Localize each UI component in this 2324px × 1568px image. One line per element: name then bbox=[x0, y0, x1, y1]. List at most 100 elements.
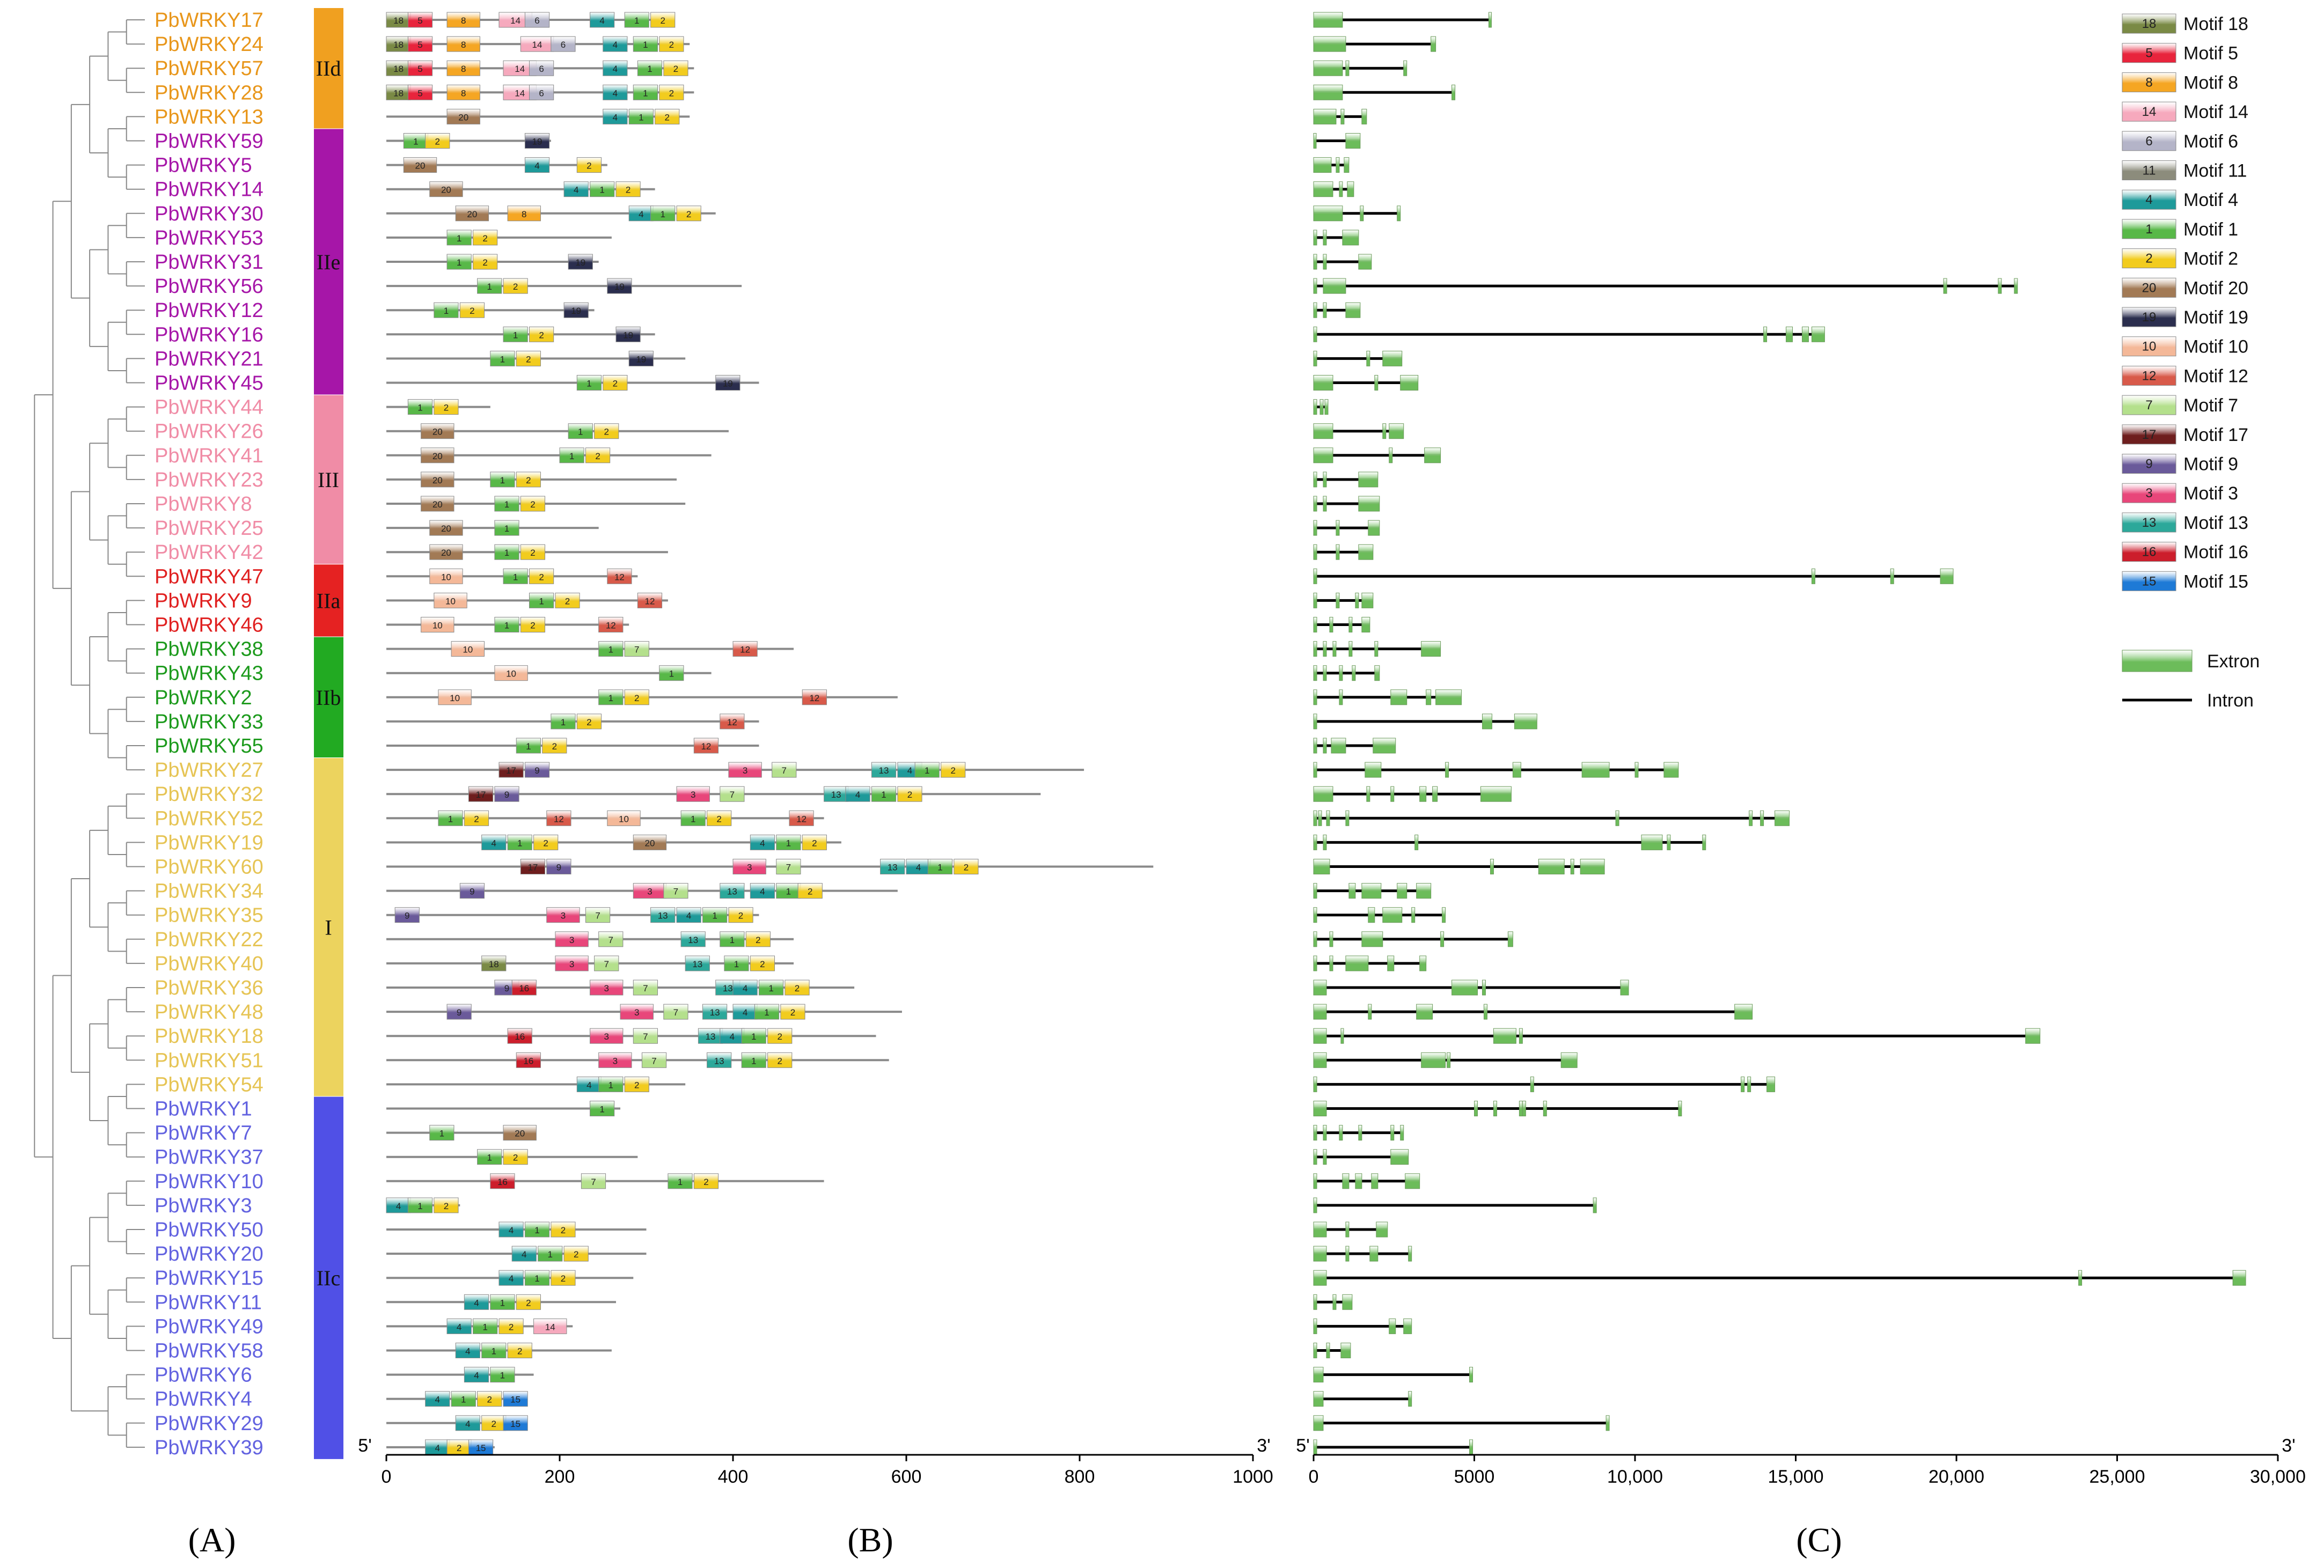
motif-box: 2 bbox=[576, 157, 602, 173]
gene-label: PbWRKY3 bbox=[155, 1195, 252, 1217]
motif-rect bbox=[446, 1318, 472, 1334]
motif-number: 2 bbox=[530, 499, 535, 510]
motif-box: 3 bbox=[598, 1052, 632, 1068]
motif-rect bbox=[590, 1028, 624, 1044]
exon-box bbox=[1482, 713, 1492, 730]
motif-number: 1 bbox=[413, 137, 418, 147]
motif-box: 1 bbox=[481, 1343, 507, 1358]
exon-box bbox=[1331, 738, 1346, 754]
exon-box bbox=[1749, 810, 1753, 826]
exon-box bbox=[1786, 326, 1793, 342]
motif-box: 3 bbox=[728, 762, 762, 778]
gene-label: PbWRKY17 bbox=[155, 9, 263, 32]
motif-rect bbox=[459, 883, 485, 899]
motif-box: 20 bbox=[421, 496, 454, 512]
motif-rect bbox=[429, 520, 463, 536]
motif-rect bbox=[555, 931, 589, 947]
motif-rect bbox=[494, 496, 519, 512]
motif-box: 1 bbox=[598, 1076, 624, 1092]
motif-number: 1 bbox=[599, 1105, 604, 1115]
gene-label: PbWRKY24 bbox=[155, 33, 263, 56]
motif-number: 7 bbox=[730, 790, 735, 800]
exon-box bbox=[1570, 859, 1574, 874]
motif-number: 4 bbox=[760, 838, 765, 848]
motif-number: 1 bbox=[417, 403, 422, 413]
exon-box bbox=[1313, 520, 1317, 536]
motif-rect bbox=[693, 1173, 719, 1189]
legend-swatch bbox=[2122, 131, 2176, 151]
exon-box bbox=[1390, 689, 1407, 705]
exon-box bbox=[1361, 108, 1367, 124]
exon-box bbox=[1313, 230, 1317, 246]
gene-label: PbWRKY35 bbox=[155, 904, 263, 927]
motif-box: 2 bbox=[767, 1052, 793, 1068]
legend-item: 15 Motif 15 bbox=[2122, 571, 2248, 592]
group-bar bbox=[314, 395, 343, 564]
exon-box bbox=[1313, 1173, 1317, 1189]
motif-rect bbox=[429, 181, 463, 197]
exon-box bbox=[1519, 1028, 1523, 1044]
gene-label: PbWRKY20 bbox=[155, 1243, 263, 1265]
exon-box bbox=[1358, 472, 1379, 488]
motif-rect bbox=[429, 568, 463, 584]
motif-rect bbox=[481, 1415, 507, 1431]
exon-box bbox=[1358, 254, 1372, 270]
motif-number: 1 bbox=[643, 40, 648, 50]
motif-rect bbox=[871, 786, 897, 802]
motif-box: 10 bbox=[451, 641, 485, 657]
motif-number: 1 bbox=[487, 1153, 492, 1163]
exon-box bbox=[1741, 1076, 1745, 1092]
motif-number: 2 bbox=[561, 1225, 566, 1235]
motif-box: 1 bbox=[403, 133, 429, 149]
legend-swatch-number: 8 bbox=[2145, 75, 2152, 90]
legend-swatch bbox=[2122, 72, 2176, 92]
motif-rect bbox=[464, 1294, 489, 1310]
motif-box: 2 bbox=[941, 762, 966, 778]
motif-number: 12 bbox=[727, 717, 737, 727]
motif-box: 7 bbox=[585, 907, 611, 923]
motif-number: 1 bbox=[517, 838, 522, 848]
motif-rect bbox=[633, 980, 658, 996]
exon-box bbox=[1451, 980, 1478, 996]
motif-rect bbox=[633, 834, 667, 850]
motif-rect bbox=[524, 157, 550, 173]
gene-label: PbWRKY47 bbox=[155, 565, 263, 588]
exon-box bbox=[1329, 955, 1333, 971]
motif-box: 2 bbox=[551, 1270, 576, 1286]
motif-rect bbox=[542, 738, 567, 754]
motif-rect bbox=[707, 1052, 732, 1068]
legend-label: Motif 18 bbox=[2183, 14, 2248, 34]
motif-box: 19 bbox=[628, 350, 654, 366]
motif-rect bbox=[797, 883, 823, 899]
motif-box: 20 bbox=[403, 157, 437, 173]
motif-rect bbox=[845, 786, 870, 802]
motif-rect bbox=[906, 859, 931, 874]
motif-box: 13 bbox=[880, 859, 905, 874]
exon-box bbox=[1411, 907, 1416, 923]
exon-box bbox=[1474, 1101, 1478, 1116]
exon-box bbox=[1313, 302, 1317, 318]
motif-rect bbox=[516, 472, 541, 488]
motif-number: 1 bbox=[609, 1080, 613, 1090]
motif-number: 2 bbox=[539, 572, 544, 582]
exon-box bbox=[1345, 133, 1361, 149]
motif-box: 4 bbox=[524, 157, 550, 173]
motif-rect bbox=[425, 133, 450, 149]
exon-box bbox=[1369, 1246, 1379, 1262]
motif-number: 1 bbox=[513, 572, 518, 582]
motif-number: 1 bbox=[678, 1177, 683, 1187]
legend-swatch bbox=[2122, 395, 2176, 415]
motif-number: 1 bbox=[504, 621, 509, 631]
motif-rect bbox=[633, 1028, 658, 1044]
motif-number: 1 bbox=[461, 1395, 466, 1405]
motif-box: 2 bbox=[481, 1415, 507, 1431]
motif-rect bbox=[633, 84, 658, 100]
motif-box: 7 bbox=[772, 762, 797, 778]
motif-number: 4 bbox=[457, 1322, 461, 1332]
motif-box: 12 bbox=[598, 617, 624, 632]
exon-box bbox=[1389, 447, 1393, 463]
motif-box: 7 bbox=[624, 641, 649, 657]
legend-label: Motif 11 bbox=[2183, 161, 2247, 181]
motif-rect bbox=[663, 1004, 688, 1020]
exon-box bbox=[1634, 762, 1639, 778]
